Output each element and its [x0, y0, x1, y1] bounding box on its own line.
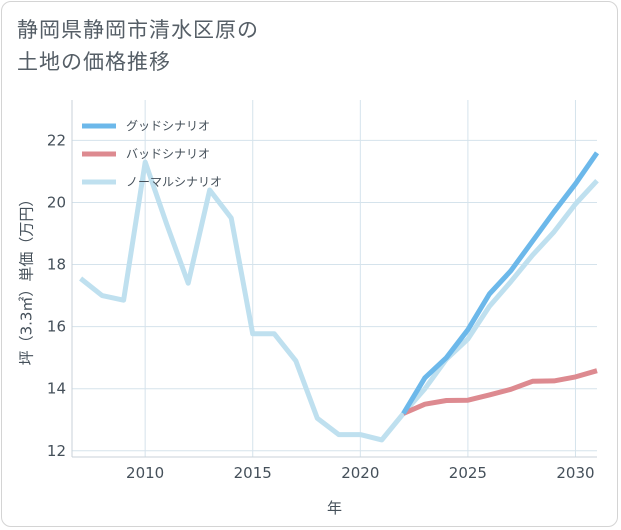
x-tick-label: 2020 — [341, 464, 379, 482]
x-tick-label: 2010 — [126, 464, 164, 482]
series-lines — [79, 151, 600, 443]
x-tick-labels: 2010 2015 2020 2025 2030 — [126, 464, 595, 482]
y-tick-labels: 12 14 16 18 20 22 — [47, 131, 66, 459]
y-axis-label: 坪（3.3㎡）単価（万円） — [18, 192, 36, 366]
legend-label: グッドシナリオ — [126, 119, 210, 133]
y-tick-label: 12 — [47, 442, 66, 460]
series-line-bad — [402, 368, 598, 416]
y-tick-label: 14 — [47, 380, 66, 398]
y-tick-label: 20 — [47, 193, 66, 211]
grid — [72, 100, 597, 457]
chart-title: 静岡県静岡市清水区原の 土地の価格推移 — [17, 14, 259, 78]
x-axis-label: 年 — [327, 499, 342, 517]
plot-border — [71, 100, 597, 458]
series-line-normal — [79, 159, 599, 443]
x-tick-label: 2025 — [449, 464, 487, 482]
chart-title-line2: 土地の価格推移 — [17, 50, 171, 74]
legend-label: バッドシナリオ — [126, 147, 210, 161]
x-tick-label: 2030 — [556, 464, 594, 482]
chart-title-line1: 静岡県静岡市清水区原の — [17, 18, 259, 42]
y-tick-label: 18 — [47, 256, 66, 274]
y-tick-label: 16 — [47, 318, 66, 336]
y-tick-label: 22 — [47, 131, 66, 149]
legend-label: ノーマルシナリオ — [126, 175, 222, 189]
series-line-good — [401, 151, 600, 415]
x-tick-label: 2015 — [234, 464, 272, 482]
